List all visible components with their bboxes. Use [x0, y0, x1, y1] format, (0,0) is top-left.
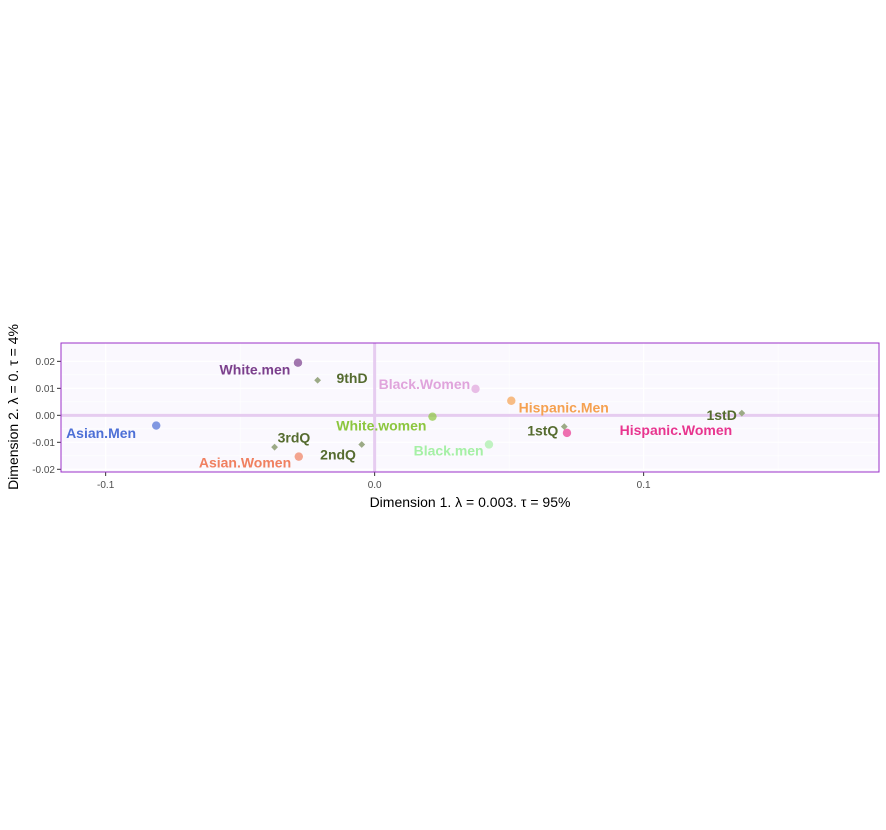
group-point — [293, 358, 303, 367]
y-tick-label: -0.01 — [32, 438, 55, 449]
y-tick-label: -0.02 — [32, 465, 55, 476]
x-tick-label: 0.1 — [637, 480, 651, 491]
y-tick-label: 0.01 — [36, 384, 56, 395]
group-point — [484, 440, 494, 449]
quantile-point — [358, 441, 366, 448]
group-point-label: Black.Women — [379, 376, 471, 392]
y-tick-label: 0.00 — [36, 411, 56, 422]
group-point-label: White.women — [336, 417, 426, 433]
y-tick-label: 0.02 — [36, 357, 56, 368]
group-point-label: Black.men — [414, 442, 484, 458]
group-point — [507, 396, 516, 405]
x-axis: -0.1 0.0 0.1 — [97, 472, 651, 491]
quantile-point — [314, 376, 322, 384]
quantile-point-label: 3rdQ — [278, 430, 311, 446]
y-axis-title: Dimension 2. λ = 0. τ = 4% — [5, 324, 21, 490]
group-point-label: Asian.Men — [66, 425, 136, 441]
group-point-label: White.men — [220, 361, 291, 377]
group-point-label: Hispanic.Men — [519, 400, 609, 416]
group-point — [294, 452, 303, 461]
data-points — [152, 358, 746, 461]
x-tick-label: 0.0 — [368, 480, 382, 491]
quantile-point — [738, 409, 746, 417]
quantile-point — [560, 423, 568, 431]
group-point — [562, 428, 572, 438]
group-point — [152, 421, 161, 430]
y-axis: -0.02 -0.01 0.00 0.01 0.02 — [32, 357, 61, 476]
x-tick-label: -0.1 — [97, 480, 115, 491]
quantile-point-label: 9thD — [336, 370, 367, 386]
group-point — [428, 412, 437, 421]
plot-panel — [61, 343, 879, 472]
group-point — [471, 384, 480, 394]
panel-background — [61, 343, 879, 472]
quantile-point — [271, 443, 278, 451]
quantile-point-label: 1stD — [706, 407, 736, 423]
panel-border — [60, 342, 880, 473]
point-labels: White.men Black.Women Hispanic.Men Asian.Me… — [66, 361, 737, 470]
x-axis-title: Dimension 1. λ = 0.003. τ = 95% — [370, 494, 571, 510]
quantile-point-label: 1stQ — [527, 423, 558, 439]
group-point-label: Asian.Women — [199, 455, 291, 471]
group-point-label: Hispanic.Women — [620, 422, 733, 438]
quantile-point-label: 2ndQ — [320, 446, 356, 462]
